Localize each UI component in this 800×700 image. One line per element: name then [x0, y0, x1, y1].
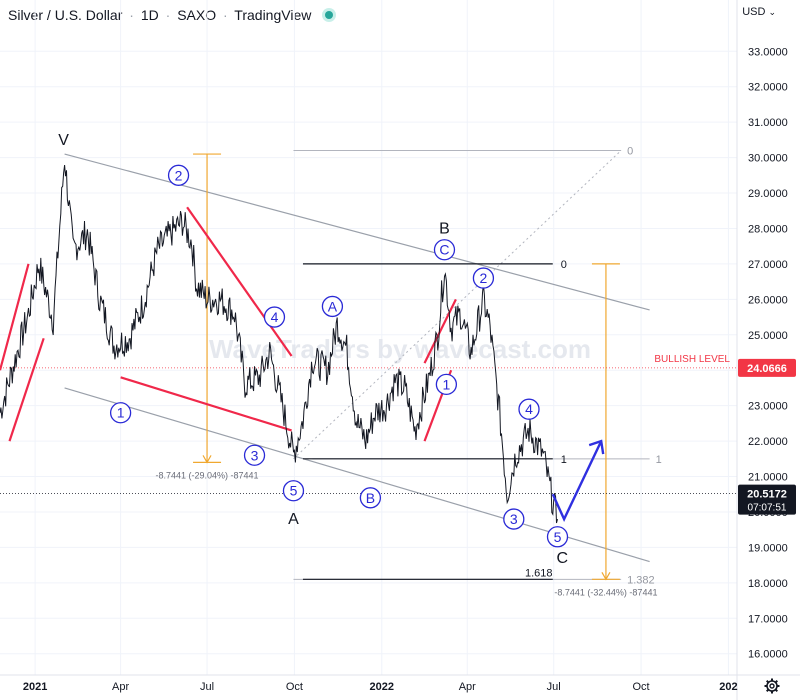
title-separator: ·: [222, 7, 228, 23]
source-label: TradingView: [234, 7, 312, 23]
exchange-label: SAXO: [177, 7, 217, 23]
projection-arrow-line: [551, 440, 603, 522]
y-tick-label: 30.0000: [748, 153, 788, 165]
fib-level-1618-label: 1.618: [525, 567, 553, 579]
x-tick-label: 2021: [23, 681, 47, 693]
y-tick-label: 32.0000: [748, 82, 788, 94]
wave-label-circle: [433, 239, 456, 261]
fib-projection-0-label: 0: [627, 145, 633, 157]
wave-label: B: [366, 490, 375, 506]
y-tick-label: 29.0000: [748, 188, 788, 200]
chart-title: Silver / U.S. Dollar · 1D · SAXO · Tradi…: [8, 7, 334, 23]
currency-selector[interactable]: USD ⌄: [742, 6, 776, 18]
wedge-trendline: [8, 337, 45, 442]
title-separator: ·: [129, 7, 134, 23]
y-tick-label: 33.0000: [748, 46, 788, 58]
price-series-line: [0, 165, 558, 524]
x-tick-label: Oct: [633, 681, 650, 693]
x-tick-label: 2022: [370, 681, 394, 693]
wave-label-circle: [546, 526, 569, 548]
currency-label: USD: [742, 6, 766, 18]
y-tick-label: 18.0000: [748, 578, 788, 590]
wave-label-circle: [167, 164, 190, 186]
fib-measure-right-arrowhead: [601, 572, 611, 581]
x-tick-label: Apr: [459, 681, 476, 693]
wave-label: A: [328, 298, 338, 314]
wave-label: 3: [510, 511, 518, 527]
fib-projection-1382-label: 1.382: [627, 574, 655, 586]
y-tick-label: 31.0000: [748, 117, 788, 129]
fib-measure-left-label: -8.7441 (-29.04%) -87441: [156, 470, 259, 480]
wedge-trendline: [0, 263, 30, 371]
bar-countdown: 07:07:51: [748, 503, 787, 514]
wave-label: C: [556, 550, 568, 567]
title-separator: ·: [165, 7, 171, 23]
fib-measure-right-label: -8.7441 (-32.44%) -87441: [554, 587, 657, 597]
wave-label-circle: [359, 487, 382, 509]
wave-label: 2: [480, 270, 488, 286]
y-tick-label: 27.0000: [748, 259, 788, 271]
y-tick-label: 25.0000: [748, 330, 788, 342]
y-tick-label: 21.0000: [748, 472, 788, 484]
wave-label-circle: [518, 398, 540, 420]
fib-level-1-label: 1: [561, 454, 567, 466]
y-tick-label: 26.0000: [748, 294, 788, 306]
fib-projection-1-label: 1: [656, 454, 662, 466]
y-tick-label: 17.0000: [748, 613, 788, 625]
x-tick-label: 202: [719, 681, 737, 693]
x-tick-label: Oct: [286, 681, 303, 693]
y-tick-label: 19.0000: [748, 542, 788, 554]
x-tick-label: Jul: [547, 681, 561, 693]
projection-arrowhead: [588, 439, 605, 455]
wave-label: 4: [271, 309, 279, 325]
wave-label: 1: [117, 405, 125, 421]
wave-label-circle: [503, 508, 525, 530]
wave-label: 5: [554, 529, 562, 545]
chevron-down-icon: ⌄: [768, 7, 776, 17]
current-price-value: 20.5172: [747, 489, 787, 501]
wave-label: 1: [442, 376, 450, 392]
wave-label-circle: [282, 480, 305, 502]
wave-label: 2: [175, 167, 183, 183]
wave-label-circle: [243, 444, 266, 466]
wave-label: 5: [290, 483, 298, 499]
y-tick-label: 22.0000: [748, 436, 788, 448]
y-tick-label: 16.0000: [748, 649, 788, 661]
channel-line: [64, 153, 650, 311]
bullish-level-badge: [738, 358, 796, 377]
current-price-badge: [738, 484, 796, 515]
wave-label: 4: [525, 401, 533, 417]
gear-icon[interactable]: [764, 678, 780, 694]
wedge-trendline: [423, 298, 457, 364]
fib-level-0-label: 0: [561, 259, 567, 271]
y-tick-label: 23.0000: [748, 401, 788, 413]
x-tick-label: Jul: [200, 681, 214, 693]
wedge-trendline: [186, 206, 293, 357]
wave-label: V: [58, 132, 69, 149]
market-open-indicator-icon: [325, 11, 334, 19]
bullish-level-label: BULLISH LEVEL: [654, 354, 730, 365]
wave-label-circle: [435, 373, 458, 396]
wave-label-circle: [109, 402, 132, 424]
wave-label: A: [288, 511, 299, 528]
wedge-trendline: [120, 376, 292, 432]
x-tick-label: Apr: [112, 681, 129, 693]
fib-measure-left-arrowhead: [202, 455, 212, 464]
wave-label: 3: [251, 447, 259, 463]
wave-label: C: [439, 242, 449, 258]
wave-label-circle: [472, 267, 495, 289]
interval-label[interactable]: 1D: [140, 7, 159, 23]
wave-label-circle: [263, 306, 286, 328]
bullish-level-price: 24.0666: [747, 363, 787, 375]
wave-label: B: [439, 220, 450, 237]
quote-currency: U.S. Dollar: [54, 7, 123, 23]
title-slash: /: [46, 7, 55, 23]
y-tick-label: 28.0000: [748, 223, 788, 235]
wave-label-circle: [321, 295, 344, 318]
symbol-name: Silver: [8, 7, 44, 23]
